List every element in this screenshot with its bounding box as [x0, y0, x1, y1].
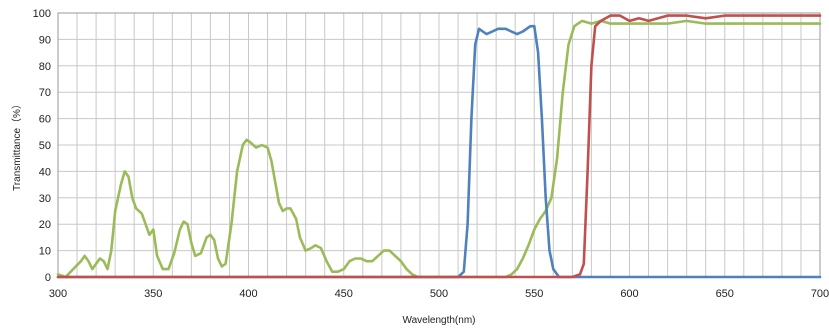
y-tick-label: 80 — [39, 61, 51, 73]
series-line-1 — [56, 24, 822, 279]
y-tick-label: 70 — [39, 87, 51, 99]
y-axis-ticks: 0 10 20 30 40 50 60 70 80 90 100 — [33, 8, 51, 284]
x-axis-ticks: 300 350 400 450 500 550 600 650 700 — [49, 288, 829, 300]
y-tick-label: 100 — [33, 8, 51, 20]
x-tick-label: 450 — [335, 288, 353, 300]
y-tick-label: 90 — [39, 34, 51, 46]
x-tick-label: 550 — [525, 288, 543, 300]
y-tick-label: 60 — [39, 114, 51, 126]
series-line-2 — [56, 14, 822, 279]
y-tick-label: 10 — [39, 246, 51, 258]
series-group — [56, 14, 822, 279]
x-axis-label: Wavelength(nm) — [403, 315, 476, 326]
y-axis-label: Transmittance（%） — [11, 99, 23, 191]
x-tick-label: 400 — [239, 288, 257, 300]
x-tick-label: 500 — [430, 288, 448, 300]
grid — [58, 13, 820, 277]
series-line-3 — [56, 19, 822, 279]
x-tick-label: 700 — [811, 288, 829, 300]
y-tick-label: 20 — [39, 219, 51, 231]
x-tick-label: 650 — [716, 288, 734, 300]
y-tick-label: 0 — [45, 272, 51, 284]
x-tick-label: 600 — [620, 288, 638, 300]
x-tick-label: 300 — [49, 288, 67, 300]
x-tick-label: 350 — [144, 288, 162, 300]
y-tick-label: 50 — [39, 140, 51, 152]
y-tick-label: 40 — [39, 166, 51, 178]
y-tick-label: 30 — [39, 193, 51, 205]
